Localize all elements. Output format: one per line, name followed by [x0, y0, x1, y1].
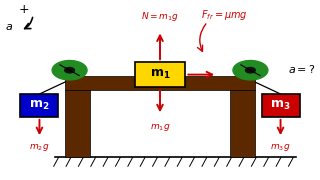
Text: a: a: [6, 22, 13, 32]
Circle shape: [245, 68, 255, 73]
Text: $m_1g$: $m_1g$: [150, 122, 170, 133]
Bar: [65, 76, 255, 91]
Text: $m_2g$: $m_2g$: [29, 142, 50, 153]
Text: $\mathbf{m_1}$: $\mathbf{m_1}$: [150, 68, 170, 81]
Text: $a = ?$: $a = ?$: [288, 63, 316, 75]
Bar: [65, 91, 90, 158]
Bar: [20, 94, 59, 117]
Text: +: +: [18, 3, 29, 16]
Bar: [261, 94, 300, 117]
Text: $F_{fr} = \mu mg$: $F_{fr} = \mu mg$: [201, 8, 248, 22]
Text: $m_3g$: $m_3g$: [270, 142, 291, 153]
Bar: [135, 62, 185, 87]
Bar: [230, 91, 255, 158]
Circle shape: [233, 60, 268, 80]
Text: $\mathbf{m_2}$: $\mathbf{m_2}$: [29, 99, 50, 112]
Text: $N = m_1g$: $N = m_1g$: [141, 10, 179, 24]
Circle shape: [65, 68, 75, 73]
Circle shape: [52, 60, 87, 80]
Text: $\mathbf{m_3}$: $\mathbf{m_3}$: [270, 99, 291, 112]
